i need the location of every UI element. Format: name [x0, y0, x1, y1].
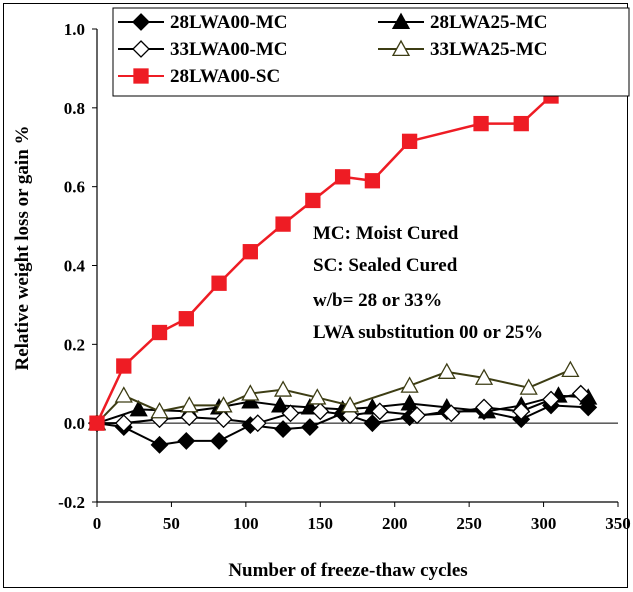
y-tick-label: 0.6: [64, 178, 85, 197]
y-tick-label: -0.2: [58, 493, 85, 512]
x-tick-label: 150: [308, 514, 334, 533]
data-point: [474, 117, 488, 131]
data-point: [90, 416, 104, 430]
annotations: MC: Moist Cured SC: Sealed Cured w/b= 28…: [313, 223, 543, 343]
annotation-lwa: LWA substitution 00 or 25%: [313, 322, 543, 343]
annotation-mc: MC: Moist Cured: [313, 223, 459, 244]
data-point: [302, 419, 318, 435]
legend-marker: [134, 69, 148, 83]
data-point: [153, 326, 167, 340]
legend-label: 28LWA00-MC: [170, 12, 288, 33]
x-tick-label: 300: [531, 514, 557, 533]
legend-label: 33LWA00-MC: [170, 39, 288, 60]
x-axis-title: Number of freeze-thaw cycles: [228, 560, 467, 581]
x-tick-label: 100: [233, 514, 259, 533]
data-point: [179, 312, 193, 326]
data-point: [403, 134, 417, 148]
y-tick-label: 1.0: [64, 20, 85, 39]
data-point: [275, 382, 291, 396]
data-point: [365, 174, 379, 188]
x-tick-label: 250: [456, 514, 482, 533]
legend-label: 28LWA25-MC: [430, 12, 548, 33]
x-tick-label: 0: [93, 514, 102, 533]
data-point: [152, 437, 168, 453]
y-tick-label: 0.2: [64, 335, 85, 354]
data-point: [402, 395, 418, 409]
data-point: [439, 364, 455, 378]
data-point: [562, 362, 578, 376]
y-tick-label: 0.8: [64, 99, 85, 118]
data-point: [276, 217, 290, 231]
x-tick-label: 50: [163, 514, 180, 533]
annotation-sc: SC: Sealed Cured: [313, 255, 458, 276]
y-tick-label: 0.4: [64, 257, 86, 276]
data-point: [514, 117, 528, 131]
data-point: [178, 433, 194, 449]
legend-label: 28LWA00-SC: [170, 66, 280, 87]
legend-label: 33LWA25-MC: [430, 39, 548, 60]
data-point: [336, 170, 350, 184]
data-point: [116, 388, 132, 402]
data-point: [312, 403, 328, 419]
data-point: [211, 433, 227, 449]
data-point: [212, 276, 226, 290]
legend: 28LWA00-MC 28LWA25-MC 33LWA00-MC 33LWA25-MC…: [113, 8, 629, 96]
data-point: [117, 359, 131, 373]
data-point: [402, 378, 418, 392]
annotation-wb: w/b= 28 or 33%: [313, 290, 442, 311]
x-tick-label: 350: [605, 514, 631, 533]
data-point: [306, 193, 320, 207]
y-axis-title: Relative weight loss or gain %: [12, 125, 33, 370]
y-tick-label: 0.0: [64, 414, 85, 433]
data-point: [243, 245, 257, 259]
x-tick-label: 200: [382, 514, 408, 533]
